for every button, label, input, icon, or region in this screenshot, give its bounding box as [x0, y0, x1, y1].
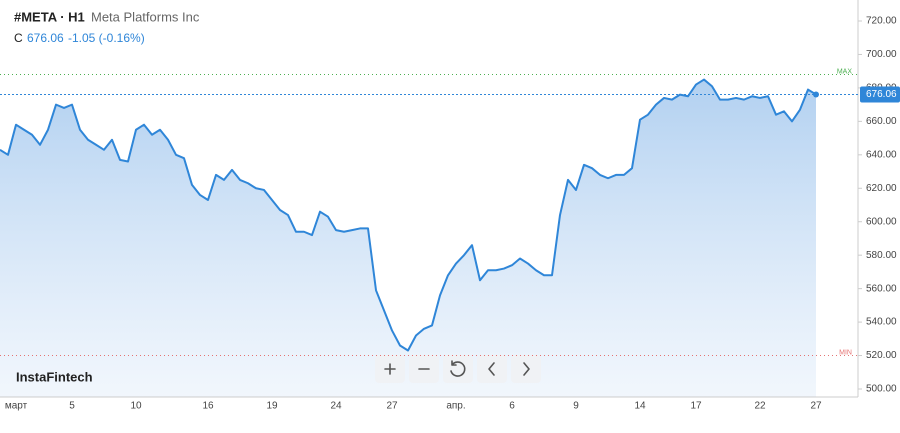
y-tick-label: 620.00	[866, 183, 897, 194]
y-tick-label: 720.00	[866, 16, 897, 27]
brand: InstaFintech	[16, 369, 93, 384]
max-line-label: MAX	[837, 68, 853, 75]
symbol: #META · H1	[14, 9, 85, 24]
change: -1.05 (-0.16%)	[68, 31, 145, 45]
y-tick-label: 600.00	[866, 216, 897, 227]
y-tick-label: 540.00	[866, 317, 897, 328]
y-tick-label: 580.00	[866, 250, 897, 261]
min-line-label: MIN	[839, 349, 852, 356]
x-tick-label: 19	[266, 401, 278, 412]
toolbar	[375, 355, 541, 383]
x-tick-label: 9	[573, 401, 579, 412]
reset-button[interactable]	[443, 355, 473, 383]
last-price-label: 676.06	[866, 89, 897, 100]
x-tick-label: 24	[330, 401, 342, 412]
zoom-out-button[interactable]	[409, 355, 439, 383]
y-tick-label: 500.00	[866, 384, 897, 395]
x-tick-label: 6	[509, 401, 515, 412]
close-value: 676.06	[27, 31, 64, 45]
y-tick-label: 640.00	[866, 149, 897, 160]
y-tick-label: 660.00	[866, 116, 897, 127]
x-tick-label: 10	[130, 401, 142, 412]
area	[0, 79, 816, 397]
close-label: C	[14, 31, 23, 45]
x-tick-label: 14	[634, 401, 646, 412]
x-tick-label: март	[5, 401, 28, 412]
x-tick-label: апр.	[446, 401, 465, 412]
x-tick-label: 16	[202, 401, 214, 412]
y-tick-label: 520.00	[866, 350, 897, 361]
scroll-right-button[interactable]	[511, 355, 541, 383]
last-price-tag	[860, 86, 900, 103]
x-tick-label: 27	[810, 401, 822, 412]
zoom-in-button[interactable]	[375, 355, 405, 383]
y-tick-label: 560.00	[866, 283, 897, 294]
x-tick-label: 17	[690, 401, 702, 412]
scroll-left-button[interactable]	[477, 355, 507, 383]
chart-title: Meta Platforms Inc	[91, 9, 200, 24]
y-tick-label: 700.00	[866, 49, 897, 60]
x-tick-label: 27	[386, 401, 398, 412]
x-tick-label: 22	[754, 401, 766, 412]
x-tick-label: 5	[69, 401, 75, 412]
